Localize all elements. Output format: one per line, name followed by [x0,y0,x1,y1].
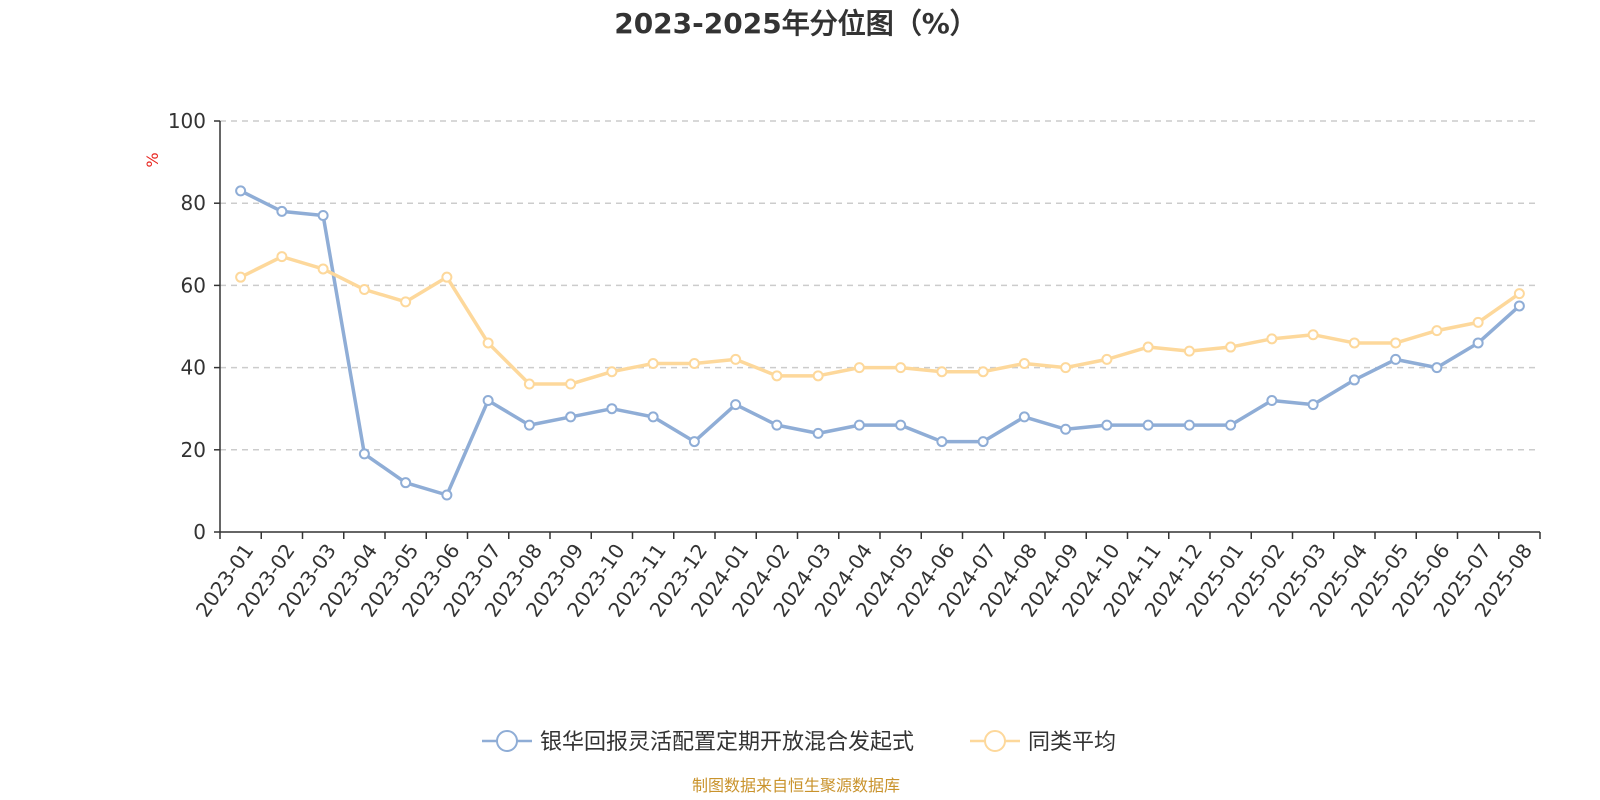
data-point [606,366,618,378]
data-point [1472,337,1484,349]
data-point [977,366,989,378]
data-point [400,477,412,489]
data-point [1390,353,1402,365]
legend-marker-0 [496,730,518,752]
data-point [358,284,370,296]
data-point [441,489,453,501]
data-point [1266,333,1278,345]
legend-label-0: 银华回报灵活配置定期开放混合发起式 [540,730,914,755]
data-point [853,362,865,374]
chart-title: 2023-2025年分位图（%） [614,7,978,40]
data-point [853,419,865,431]
data-point [1390,337,1402,349]
y-tick-label: 0 [193,520,206,544]
data-point [1348,337,1360,349]
data-point [1225,341,1237,353]
data-point [895,419,907,431]
data-point [1060,362,1072,374]
data-point [1183,345,1195,357]
legend-marker-1 [984,730,1006,752]
data-point [1431,325,1443,337]
data-point [1266,394,1278,406]
data-point [1513,300,1525,312]
data-point [1307,329,1319,341]
data-point [1101,419,1113,431]
data-point [1142,419,1154,431]
data-point [235,185,247,197]
data-point [688,357,700,369]
y-axis-unit: % [143,152,162,167]
data-point [565,411,577,423]
data-point [1101,353,1113,365]
data-point [235,271,247,283]
data-point [771,370,783,382]
data-point [812,370,824,382]
data-point [1060,423,1072,435]
data-point [1225,419,1237,431]
y-tick-label: 80 [181,191,206,215]
data-point [482,394,494,406]
data-point [977,436,989,448]
data-point [812,427,824,439]
data-point [1431,362,1443,374]
data-point [1183,419,1195,431]
data-point [317,263,329,275]
y-tick-label: 60 [181,273,206,297]
data-point [441,271,453,283]
legend: 银华回报灵活配置定期开放混合发起式 同类平均 [482,730,1116,755]
data-point [606,403,618,415]
data-point [936,366,948,378]
data-point [1513,288,1525,300]
data-point [895,362,907,374]
legend-label-1: 同类平均 [1028,730,1116,755]
data-point [730,399,742,411]
data-point [1142,341,1154,353]
data-point [771,419,783,431]
series-line-1 [239,254,1521,386]
data-point [523,378,535,390]
data-point [1348,374,1360,386]
data-point [730,353,742,365]
data-point [565,378,577,390]
data-point [400,296,412,308]
data-point [523,419,535,431]
data-point [317,210,329,222]
data-point [276,205,288,217]
series-line-0 [239,189,1521,497]
data-point [647,357,659,369]
axes: 0204060801002023-012023-022023-032023-04… [168,109,1541,621]
data-point [1472,316,1484,328]
data-point [688,436,700,448]
y-tick-label: 100 [168,109,206,133]
data-point [358,448,370,460]
data-point [936,436,948,448]
data-point [647,411,659,423]
data-point [1307,399,1319,411]
y-tick-label: 40 [181,356,206,380]
data-point [276,251,288,263]
series [235,185,1525,501]
data-point [1018,411,1030,423]
source-note: 制图数据来自恒生聚源数据库 [692,776,900,795]
y-tick-label: 20 [181,438,206,462]
data-point [1018,357,1030,369]
grid [220,120,1540,451]
data-point [482,337,494,349]
